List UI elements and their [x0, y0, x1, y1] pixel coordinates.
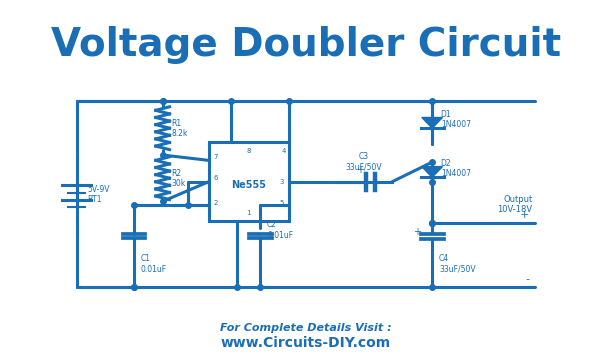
- Text: C2
0.01uF: C2 0.01uF: [267, 220, 293, 240]
- Polygon shape: [422, 167, 442, 177]
- Text: D1
1N4007: D1 1N4007: [441, 109, 471, 129]
- Text: C3
33uF/50V: C3 33uF/50V: [345, 152, 382, 172]
- Text: 6: 6: [213, 175, 218, 181]
- Text: -: -: [526, 274, 529, 284]
- Text: C1
0.01uF: C1 0.01uF: [141, 254, 167, 274]
- Text: 8: 8: [247, 148, 251, 154]
- Text: C4
33uF/50V: C4 33uF/50V: [439, 254, 476, 274]
- Text: +: +: [356, 165, 365, 175]
- Text: R1
8.2k: R1 8.2k: [171, 118, 188, 138]
- Text: D2
1N4007: D2 1N4007: [441, 159, 471, 178]
- Text: 5: 5: [280, 200, 284, 206]
- Text: +: +: [520, 210, 529, 220]
- Text: 4: 4: [282, 148, 286, 154]
- FancyBboxPatch shape: [209, 143, 289, 221]
- Text: For Complete Details Visit :: For Complete Details Visit :: [220, 323, 392, 333]
- Text: R2
30k: R2 30k: [171, 168, 185, 188]
- Polygon shape: [422, 117, 442, 128]
- Text: 2: 2: [213, 200, 217, 206]
- Text: Voltage Doubler Circuit: Voltage Doubler Circuit: [51, 26, 561, 64]
- Text: Output
10V-18V: Output 10V-18V: [498, 194, 532, 214]
- Text: 1: 1: [247, 210, 251, 216]
- Text: Ne555: Ne555: [231, 180, 266, 190]
- Text: 3: 3: [280, 179, 284, 185]
- Text: www.Circuits-DIY.com: www.Circuits-DIY.com: [221, 336, 391, 350]
- Text: 7: 7: [213, 154, 218, 160]
- Text: +: +: [412, 227, 420, 237]
- Text: 5V-9V
BT1: 5V-9V BT1: [87, 185, 110, 204]
